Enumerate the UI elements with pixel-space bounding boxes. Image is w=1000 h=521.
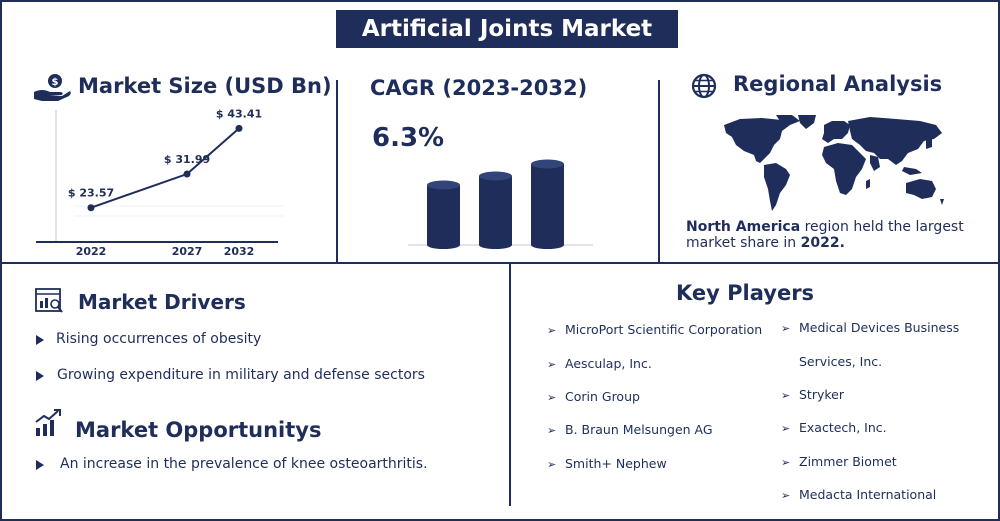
data-label: $ 43.41 xyxy=(216,107,262,120)
regional-text-part: region held the largest xyxy=(800,219,964,235)
arrow-icon: ➢ xyxy=(547,391,557,404)
arrow-icon: ➢ xyxy=(781,456,791,469)
player-item: ➢ Smith+ Nephew xyxy=(547,456,667,471)
divider xyxy=(509,262,511,506)
cagr-heading: CAGR (2023-2032) xyxy=(370,76,588,100)
x-tick-label: 2032 xyxy=(224,245,255,258)
svg-text:$: $ xyxy=(52,77,59,88)
player-item-continuation: Services, Inc. xyxy=(799,354,883,369)
bullet-arrow-icon xyxy=(36,335,44,345)
player-item: ➢ Stryker xyxy=(781,387,844,402)
arrow-icon: ➢ xyxy=(547,458,557,471)
player-item: ➢ Exactech, Inc. xyxy=(781,420,887,435)
growth-icon xyxy=(35,409,61,436)
divider xyxy=(0,262,1000,264)
arrow-icon: ➢ xyxy=(781,389,791,402)
opportunity-item: An increase in the prevalence of knee os… xyxy=(60,456,428,472)
arrow-icon: ➢ xyxy=(547,424,557,437)
driver-item: Growing expenditure in military and defe… xyxy=(57,367,425,383)
opportunities-heading: Market Opportunitys xyxy=(75,418,322,442)
money-hand-icon: $ xyxy=(34,74,71,101)
market-size-chart: $ 23.57 2022 $ 31.99 2027 $ 43.41 2032 xyxy=(36,107,284,258)
cagr-bar xyxy=(479,171,512,249)
regional-text-line2: market share in 2022. xyxy=(686,235,845,251)
cagr-bar-chart xyxy=(408,159,593,249)
x-tick-label: 2022 xyxy=(76,245,107,258)
player-item: ➢ Medical Devices Business xyxy=(781,320,960,335)
bullet-arrow-icon xyxy=(36,460,44,470)
regional-heading: Regional Analysis xyxy=(733,72,943,96)
analysis-icon xyxy=(35,288,63,313)
regional-text-line1: North America region held the largest xyxy=(686,219,964,235)
x-tick-label: 2027 xyxy=(172,245,203,258)
arrow-icon: ➢ xyxy=(781,422,791,435)
divider xyxy=(336,80,338,262)
data-label: $ 31.99 xyxy=(164,153,210,166)
data-point xyxy=(183,170,191,178)
arrow-icon: ➢ xyxy=(781,322,791,335)
player-item: ➢ Medacta International xyxy=(781,487,937,502)
player-item: ➢ Zimmer Biomet xyxy=(781,454,897,469)
player-item: ➢ Corin Group xyxy=(547,389,640,404)
page-title: Artificial Joints Market xyxy=(336,10,678,48)
data-point xyxy=(87,204,95,212)
data-label: $ 23.57 xyxy=(68,187,114,200)
driver-item: Rising occurrences of obesity xyxy=(56,331,262,347)
key-players-heading: Key Players xyxy=(676,281,815,305)
bullet-arrow-icon xyxy=(36,371,44,381)
divider xyxy=(658,80,660,262)
player-item: ➢ MicroPort Scientific Corporation xyxy=(547,322,763,337)
regional-year: 2022. xyxy=(800,235,845,251)
player-item: ➢ B. Braun Melsungen AG xyxy=(547,422,713,437)
cagr-value: 6.3% xyxy=(372,123,445,153)
regional-text-part: market share in xyxy=(686,235,801,251)
region-name: North America xyxy=(686,219,801,235)
cagr-bar xyxy=(531,159,564,249)
cagr-bar xyxy=(427,180,460,249)
market-size-heading: Market Size (USD Bn) xyxy=(78,74,332,98)
arrow-icon: ➢ xyxy=(547,358,557,371)
player-item: ➢ Aesculap, Inc. xyxy=(547,356,652,371)
world-map-image xyxy=(724,115,944,211)
arrow-icon: ➢ xyxy=(781,489,791,502)
data-point xyxy=(235,124,243,132)
globe-icon xyxy=(691,73,717,99)
arrow-icon: ➢ xyxy=(547,324,557,337)
drivers-heading: Market Drivers xyxy=(78,290,246,314)
